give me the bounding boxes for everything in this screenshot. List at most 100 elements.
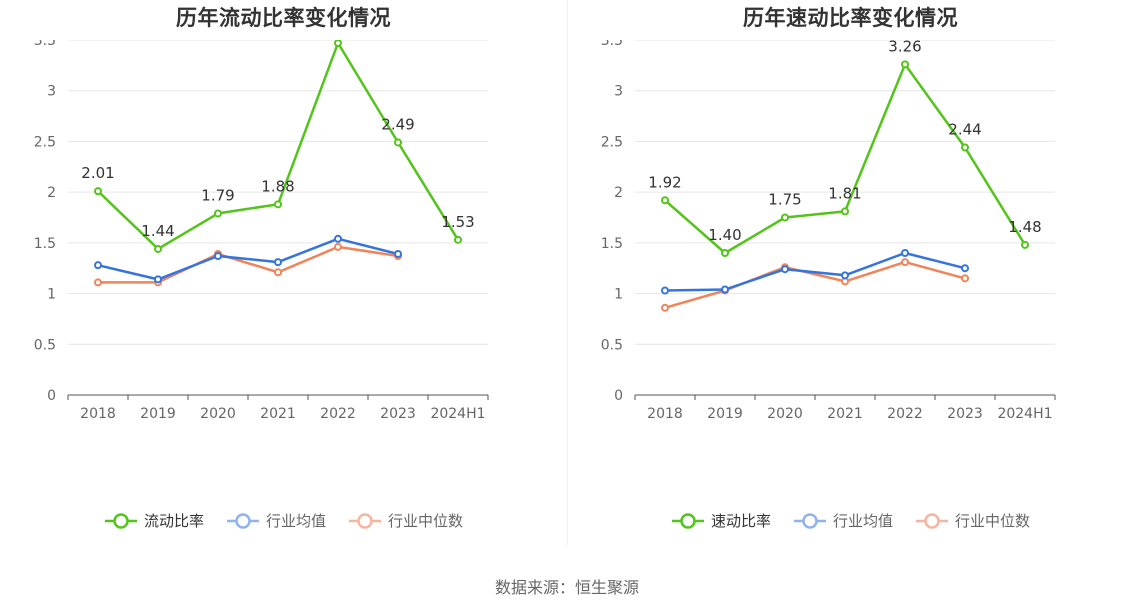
chart-legend: 速动比率 行业均值 行业中位数 [567,510,1134,531]
x-tick-label: 2024H1 [430,406,485,422]
chart-panel-current-ratio: 历年流动比率变化情况 0 0.5 1 1.5 2 2.5 3 3.5 2018 2019 2020 2… [0,0,567,545]
y-tick-label: 1 [47,287,56,303]
data-point [94,278,102,287]
y-tick-label: 2 [614,185,623,201]
data-label: 2.01 [81,164,114,182]
data-label: 2.49 [381,115,414,133]
y-tick-label: 1.5 [34,236,56,252]
x-tick-label: 2022 [320,406,356,422]
data-label: 1.88 [261,177,294,195]
data-point [334,242,342,251]
legend-item-industry-mean[interactable]: 行业均值 [793,510,893,531]
data-point [781,265,789,274]
data-point [94,261,102,270]
data-point [901,60,909,69]
panel-divider [567,0,568,545]
chart-legend: 流动比率 行业均值 行业中位数 [0,510,567,531]
y-tick-label: 1 [614,287,623,303]
y-tick-label: 0 [614,388,623,404]
data-source-note: 数据来源：恒生聚源 [494,578,639,597]
x-tick-label: 2023 [947,406,983,422]
data-point [334,234,342,243]
y-tick-label: 3 [614,84,623,100]
x-tick-label: 2020 [767,406,803,422]
data-point [901,249,909,257]
y-tick-label: 3.5 [601,40,623,49]
data-point [661,303,669,312]
legend-label: 速动比率 [710,512,771,530]
data-point [154,244,162,253]
y-tick-label: 3.5 [34,40,56,49]
series-line [97,237,399,281]
data-point [454,235,462,244]
chart-plot-quick-ratio: 0 0.5 1 1.5 2 2.5 3 3.5 2018 2019 2020 2021 2022 2023… [601,40,1056,422]
data-label: 2.44 [948,121,981,139]
legend-item-industry-median[interactable]: 行业中位数 [348,510,463,531]
legend-item-industry-mean[interactable]: 行业均值 [226,510,326,531]
series-line [98,245,399,284]
data-point [214,252,222,261]
series-line [664,63,1027,255]
data-point [661,196,669,205]
data-point [334,40,342,48]
data-point [961,274,969,283]
data-label: 1.79 [201,186,234,204]
data-point [394,138,402,147]
data-point [661,286,669,295]
data-label: 1.44 [141,222,174,240]
data-point [961,143,969,152]
y-tick-label: 0.5 [601,337,623,353]
legend-label: 行业中位数 [388,512,464,530]
legend-item-current-ratio[interactable]: 流动比率 [104,510,204,531]
data-label: 3.26 [888,40,921,55]
data-point [841,207,849,216]
data-point [274,200,282,209]
series-line [97,41,460,251]
x-tick-label: 2021 [827,406,863,422]
plot-layer: 0 0.5 1 1.5 2 2.5 3 3.5 2018 2019 2020 2021 2022 2023… [601,40,1056,422]
data-point [781,213,789,222]
data-point [274,258,282,267]
data-label: 1.53 [441,213,474,231]
legend-marker-icon [793,512,826,529]
y-tick-label: 2 [47,185,56,201]
x-tick-label: 2019 [140,406,176,422]
data-point [94,187,102,196]
x-tick-label: 2023 [380,406,416,422]
legend-label: 行业均值 [832,512,893,530]
x-tick-label: 2024H1 [997,406,1052,422]
legend-label: 流动比率 [143,512,204,530]
data-point [1021,240,1029,249]
data-point [961,264,969,273]
legend-marker-icon [916,512,948,529]
series-line [664,251,966,292]
chart-plot-current-ratio: 0 0.5 1 1.5 2 2.5 3 3.5 2018 2019 2020 2021 2022 2023… [34,40,489,422]
legend-item-industry-median[interactable]: 行业中位数 [915,510,1030,531]
x-tick-label: 2022 [887,406,923,422]
data-label: 1.75 [768,191,801,209]
x-tick-label: 2021 [260,406,296,422]
chart-title: 历年速动比率变化情况 [743,6,958,30]
y-tick-label: 0.5 [34,337,56,353]
data-point [841,271,849,280]
series-line [664,260,966,310]
data-point [721,285,729,294]
data-point [154,275,162,284]
x-tick-label: 2018 [647,406,683,422]
data-point [274,268,282,277]
data-label: 1.48 [1008,218,1041,236]
legend-item-quick-ratio[interactable]: 速动比率 [671,510,771,531]
legend-label: 行业均值 [265,512,326,530]
y-tick-label: 0 [47,388,56,404]
x-tick-label: 2020 [200,406,236,422]
data-label: 1.92 [648,173,681,191]
legend-marker-icon [226,512,259,529]
y-tick-label: 1.5 [601,236,623,252]
data-point [214,209,222,218]
data-point [394,250,402,259]
legend-marker-icon [104,512,137,529]
y-tick-label: 2.5 [601,134,623,150]
chart-panel-quick-ratio: 历年速动比率变化情况 0 0.5 1 1.5 2 2.5 3 3.5 2018 2019 2020 2… [567,0,1134,545]
y-tick-label: 3 [47,84,56,100]
y-tick-label: 2.5 [34,134,56,150]
